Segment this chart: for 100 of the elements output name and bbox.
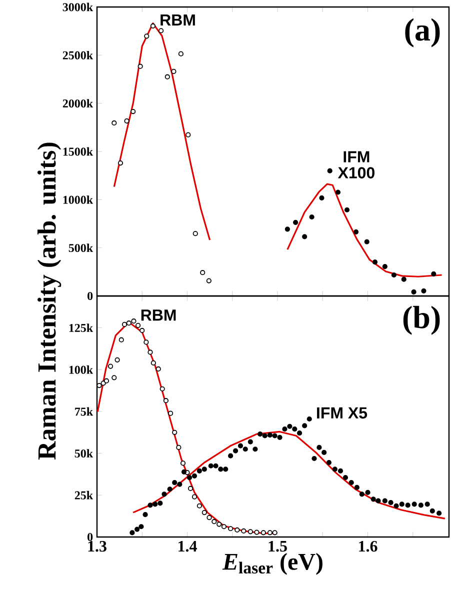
y-tick-label: 3000k — [62, 2, 94, 12]
point — [394, 503, 399, 508]
point — [221, 524, 227, 530]
point — [212, 519, 217, 524]
point — [216, 522, 222, 527]
point — [228, 453, 234, 458]
point — [302, 234, 308, 240]
point — [177, 482, 182, 487]
point — [322, 450, 327, 456]
y-tick-label: 1500k — [63, 147, 94, 156]
point — [104, 378, 110, 384]
annotation: (b) — [403, 306, 440, 335]
y-tick-label: 50k — [74, 449, 94, 458]
point — [126, 320, 132, 326]
point — [138, 524, 144, 530]
point — [162, 492, 167, 497]
point — [131, 318, 136, 324]
point — [192, 231, 198, 236]
point — [353, 229, 359, 234]
point — [144, 34, 150, 39]
point — [130, 530, 135, 536]
point — [118, 337, 124, 342]
point — [206, 278, 212, 284]
point — [164, 74, 170, 80]
point — [399, 502, 404, 507]
y-tick-label: 125k — [69, 324, 94, 332]
point — [258, 432, 263, 437]
point — [418, 502, 424, 508]
point — [172, 430, 178, 435]
point — [260, 530, 266, 536]
y-axis-title: Raman Intensity (arb. units) — [37, 142, 62, 460]
point — [327, 168, 332, 174]
point — [277, 434, 282, 440]
y-tick-label: 2000k — [62, 99, 94, 108]
point — [118, 160, 124, 166]
y-tick-label: 100k — [69, 365, 94, 374]
point — [176, 444, 182, 450]
point — [287, 424, 292, 429]
point — [148, 502, 153, 508]
point — [405, 502, 410, 508]
point — [282, 426, 288, 432]
series-label: IFM X100 — [338, 151, 374, 178]
point — [382, 498, 388, 504]
point — [388, 500, 394, 506]
point — [112, 375, 117, 380]
point — [296, 430, 302, 436]
point — [252, 446, 258, 452]
point — [267, 432, 272, 438]
point — [348, 480, 354, 486]
point — [232, 448, 238, 454]
series-label: RBM — [160, 14, 195, 26]
point — [223, 466, 228, 472]
y-tick-label: 500k — [68, 244, 94, 252]
point — [424, 502, 430, 507]
point — [112, 120, 117, 126]
point — [292, 426, 298, 432]
point — [382, 264, 388, 270]
point — [196, 468, 202, 474]
point — [335, 190, 341, 195]
point — [124, 118, 130, 124]
point — [167, 486, 172, 492]
x-axis-title: E$_{laser}$ (eV) — [222, 553, 322, 575]
point — [326, 460, 332, 466]
y-tick-label: 1000k — [63, 195, 94, 204]
point — [134, 526, 140, 532]
point — [158, 28, 164, 34]
x-tick-label: 1.5 — [268, 540, 287, 552]
point — [171, 68, 176, 74]
point — [365, 490, 370, 496]
point — [218, 466, 224, 472]
point — [411, 289, 416, 295]
point — [391, 272, 396, 278]
y-tick-label: 2500k — [62, 50, 94, 60]
point — [338, 468, 344, 474]
point — [192, 473, 198, 478]
x-tick-label: 1.3 — [88, 540, 106, 552]
annotation: (a) — [405, 18, 440, 48]
point — [136, 322, 141, 328]
point — [370, 496, 376, 502]
point — [206, 515, 212, 520]
point — [332, 466, 338, 472]
point — [359, 492, 364, 497]
point — [293, 220, 298, 225]
point — [248, 529, 253, 534]
point — [150, 360, 156, 366]
point — [122, 322, 128, 327]
point — [248, 439, 253, 444]
point — [272, 530, 278, 536]
point — [114, 357, 120, 362]
y-tick-label: 25k — [74, 490, 94, 500]
point — [196, 503, 202, 508]
point — [142, 512, 148, 518]
point — [242, 446, 248, 452]
point — [208, 463, 214, 468]
point — [138, 64, 143, 69]
point — [202, 510, 207, 516]
point — [130, 108, 136, 114]
point — [156, 366, 161, 372]
point — [160, 386, 165, 392]
point — [272, 433, 278, 438]
